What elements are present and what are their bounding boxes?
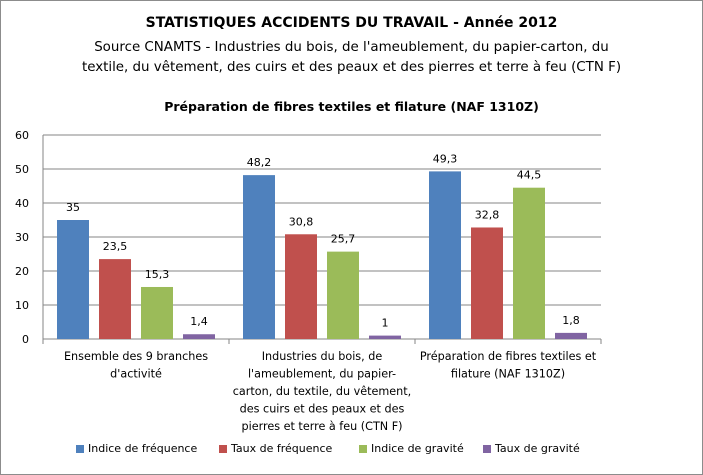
- legend-label: Indice de fréquence: [88, 442, 198, 455]
- x-category-label: d'activité: [110, 368, 162, 381]
- x-category-label: des cuirs et des peaux et des: [240, 403, 405, 416]
- chart-subtitle-line-2: textile, du vêtement, des cuirs et des p…: [81, 60, 622, 75]
- legend-label: Taux de fréquence: [231, 442, 333, 455]
- legend-label: Taux de gravité: [495, 442, 580, 455]
- data-label: 1: [382, 317, 389, 330]
- y-tick-label: 0: [22, 333, 29, 346]
- legend-swatch: [359, 444, 367, 453]
- data-label: 49,3: [433, 152, 458, 165]
- y-tick-label: 30: [15, 231, 29, 244]
- legend-item: Taux de gravité: [483, 442, 580, 455]
- y-tick-label: 20: [15, 265, 29, 278]
- bar: [141, 286, 173, 339]
- data-label: 30,8: [289, 215, 314, 228]
- legend-swatch: [483, 444, 491, 453]
- data-label: 35: [66, 201, 80, 214]
- chart-title: Préparation de fibres textiles et filatu…: [164, 99, 539, 114]
- data-label: 44,5: [517, 169, 542, 182]
- x-category-label: Préparation de fibres textiles et: [420, 350, 597, 363]
- legend-item: Taux de fréquence: [219, 442, 332, 455]
- bar: [555, 332, 587, 339]
- data-label: 25,7: [331, 233, 356, 246]
- x-category-label: pierres et terre à feu (CTN F): [241, 420, 402, 433]
- x-category-label: Ensemble des 9 branches: [64, 350, 208, 363]
- y-tick-label: 50: [15, 163, 29, 176]
- legend-label: Indice de gravité: [371, 442, 464, 455]
- data-label: 32,8: [475, 208, 500, 221]
- chart-legend: Indice de fréquence Taux de fréquence Indi…: [1, 442, 702, 460]
- data-label: 23,5: [103, 240, 128, 253]
- x-category-label: l'ameublement, du papier-: [248, 368, 396, 381]
- bar: [513, 187, 545, 339]
- y-tick-label: 60: [15, 129, 29, 142]
- y-tick-label: 10: [15, 299, 29, 312]
- data-label: 48,2: [247, 156, 272, 169]
- legend-swatch: [219, 444, 227, 453]
- bar: [471, 227, 503, 339]
- chart-main-title: STATISTIQUES ACCIDENTS DU TRAVAIL - Anné…: [145, 15, 558, 31]
- bar: [327, 251, 359, 339]
- bar: [243, 175, 275, 339]
- legend-item: Indice de fréquence: [76, 442, 197, 455]
- x-category-label: Industries du bois, de: [262, 350, 383, 363]
- data-label: 15,3: [145, 268, 170, 281]
- bar: [57, 220, 89, 339]
- bar: [369, 335, 401, 339]
- chart-subtitle-line-1: Source CNAMTS - Industries du bois, de l…: [94, 40, 609, 55]
- bar: [183, 334, 215, 339]
- data-label: 1,8: [562, 314, 580, 327]
- x-category-label: filature (NAF 1310Z): [451, 368, 565, 381]
- x-category-label: carton, du textile, du vêtement,: [233, 385, 411, 398]
- data-label: 1,4: [190, 315, 208, 328]
- legend-item: Indice de gravité: [359, 442, 464, 455]
- legend-swatch: [76, 444, 84, 453]
- bar: [429, 171, 461, 339]
- bar: [99, 259, 131, 339]
- y-tick-label: 40: [15, 197, 29, 210]
- bar: [285, 234, 317, 339]
